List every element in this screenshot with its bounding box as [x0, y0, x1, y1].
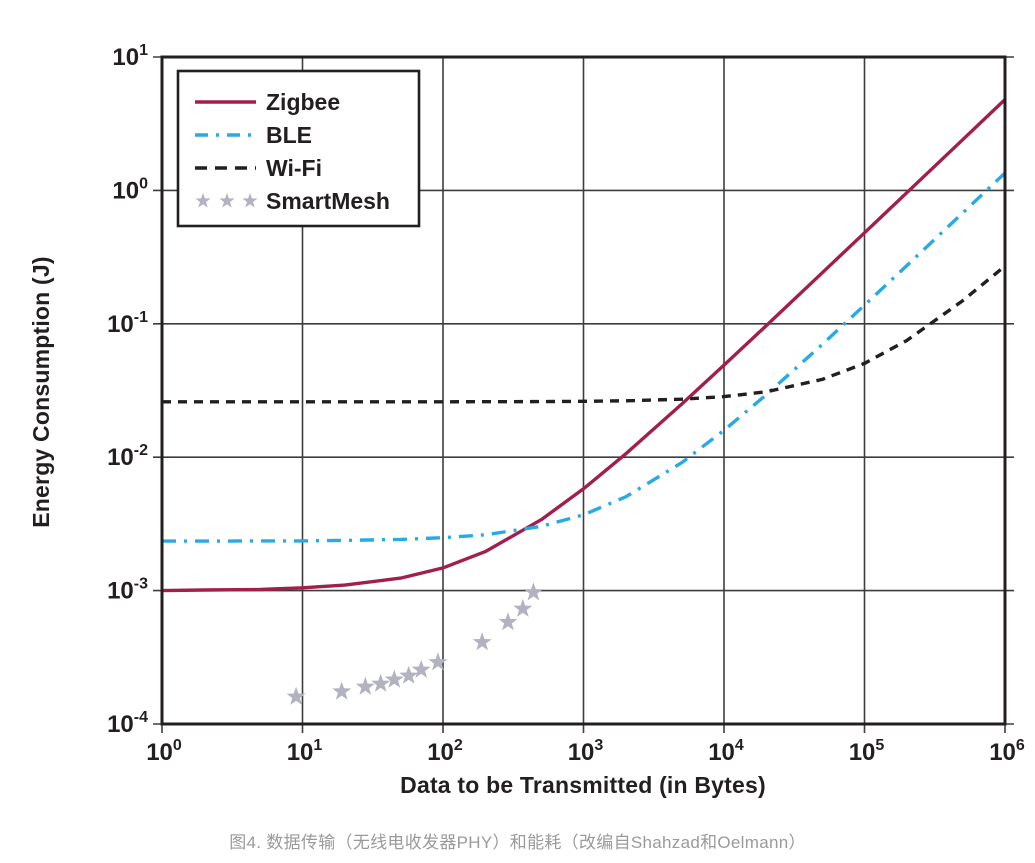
smartmesh-star — [498, 612, 518, 631]
smartmesh-star — [384, 669, 404, 688]
x-tick-label: 102 — [427, 737, 463, 766]
smartmesh-star — [332, 681, 352, 700]
x-axis-title: Data to be Transmitted (in Bytes) — [400, 772, 766, 798]
smartmesh-star — [428, 652, 448, 671]
smartmesh-star — [399, 665, 419, 684]
y-axis-title: Energy Consumption (J) — [28, 256, 54, 527]
legend-wi-fi-label: Wi-Fi — [266, 155, 322, 181]
legend-smartmesh-star — [242, 193, 258, 208]
x-tick-label: 106 — [989, 737, 1025, 766]
plot-border — [160, 55, 1007, 726]
tick-labels: 100 101 102 103 104 105 106 101 100 10-1 10-2 10-3 1… — [107, 42, 1025, 766]
smartmesh-star — [355, 676, 375, 695]
wi-fi-line — [162, 264, 1007, 404]
smartmesh-star — [472, 632, 492, 651]
legend-smartmesh-star — [195, 193, 211, 208]
smartmesh-star — [513, 598, 533, 617]
y-tick-label: 10-1 — [107, 309, 148, 338]
legend-smartmesh-star — [219, 193, 235, 208]
legend-zigbee-label: Zigbee — [266, 89, 340, 115]
legend: Zigbee BLE Wi-Fi SmartMesh — [176, 69, 421, 228]
x-tick-label: 101 — [287, 737, 323, 766]
y-tick-label: 10-4 — [107, 709, 148, 738]
legend-smartmesh-label: SmartMesh — [266, 188, 390, 214]
zigbee-line — [161, 98, 1007, 593]
x-tick-label: 105 — [849, 737, 885, 766]
plot-frame — [160, 55, 1007, 726]
x-tick-label: 100 — [146, 737, 182, 766]
smartmesh-star — [411, 659, 431, 678]
smartmesh-star — [286, 686, 306, 705]
ble-line — [162, 171, 1007, 543]
data-series — [161, 98, 1007, 705]
legend-ble-label: BLE — [266, 122, 312, 148]
x-tick-label: 104 — [708, 737, 744, 766]
smartmesh-star — [371, 673, 391, 692]
y-tick-label: 100 — [112, 175, 148, 204]
x-tick-label: 103 — [568, 737, 604, 766]
figure-caption: 图4. 数据传输（无线电收发器PHY）和能耗（改编自Shahzad和Oelman… — [229, 833, 806, 852]
energy-vs-data-chart: 100 101 102 103 104 105 106 101 100 10-1 10-2 10-3 1… — [28, 42, 1025, 798]
legend-box — [176, 69, 421, 228]
y-tick-label: 10-3 — [107, 576, 148, 605]
smartmesh-star — [523, 582, 543, 601]
y-tick-label: 101 — [112, 42, 148, 71]
y-tick-label: 10-2 — [107, 442, 148, 471]
